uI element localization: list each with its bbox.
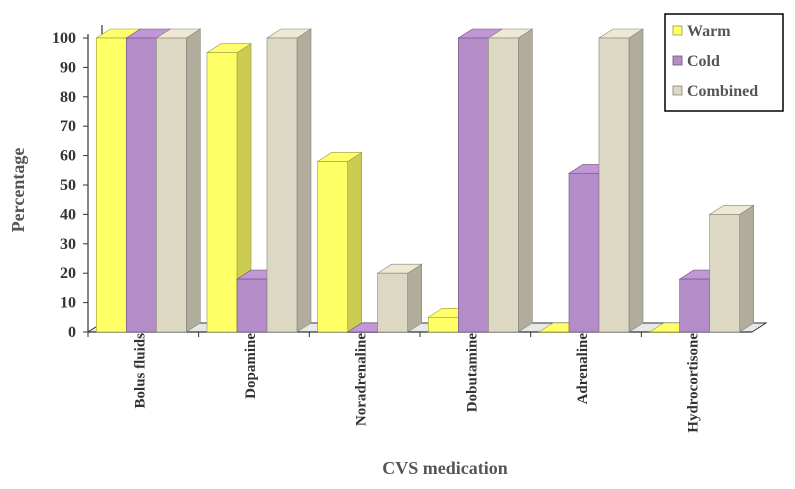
legend-swatch	[672, 55, 683, 66]
y-tick-label: 50	[60, 177, 76, 194]
x-category-label: Adrenaline	[575, 333, 591, 405]
x-category-label: Hydrocortisone	[686, 333, 702, 433]
legend-label: Warm	[687, 23, 731, 40]
legend: Warm Cold Combined	[664, 13, 784, 112]
y-axis-ticks: 0 10 20 30 40 50 60 70 80 90 100	[52, 30, 88, 341]
x-category-label: Dobutamine	[464, 333, 480, 413]
x-axis-labels: Bolus fluids Dopamine Noradrenaline Dobutam…	[87, 332, 702, 433]
bar-warm-dopamine	[205, 43, 253, 333]
bar-combined-hydrocortisone	[708, 204, 755, 333]
y-tick-label: 80	[60, 89, 76, 106]
legend-swatch	[672, 85, 683, 96]
bar-combined-bolus-fluids	[155, 28, 202, 333]
y-tick-label: 10	[60, 295, 76, 312]
x-category-label: Bolus fluids	[132, 333, 148, 409]
y-tick-label: 90	[60, 59, 76, 76]
x-category-label: Noradrenaline	[354, 333, 370, 426]
bar-combined-dobutamine	[487, 28, 534, 333]
x-axis-title: CVS medication	[382, 458, 508, 478]
y-tick-label: 40	[60, 206, 76, 223]
x-category-label: Dopamine	[243, 333, 259, 399]
bars-group	[95, 28, 755, 333]
legend-label: Combined	[687, 83, 758, 100]
y-tick-label: 100	[52, 30, 76, 47]
y-tick-label: 60	[60, 148, 76, 165]
bar-combined-adrenaline	[597, 28, 645, 333]
bar-combined-noradrenaline	[376, 263, 423, 333]
legend-swatch	[672, 25, 683, 36]
bar-combined-dopamine	[265, 28, 313, 333]
y-tick-label: 20	[60, 265, 76, 282]
y-tick-label: 0	[68, 324, 76, 341]
y-axis-title: Percentage	[8, 148, 28, 233]
legend-label: Cold	[687, 53, 720, 70]
legend-box	[664, 13, 784, 112]
y-tick-label: 70	[60, 118, 76, 135]
bar-warm-noradrenaline	[316, 151, 363, 333]
y-tick-label: 30	[60, 236, 76, 253]
